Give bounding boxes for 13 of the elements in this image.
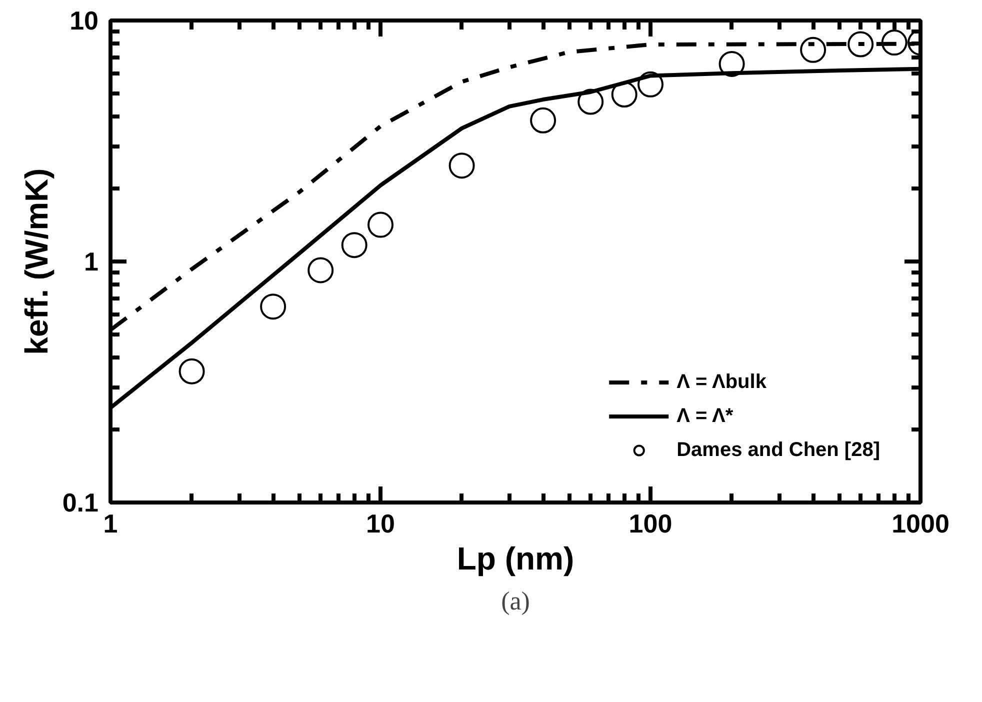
x-axis-title: Lp (nm) [456, 540, 574, 576]
y-tick-label: 0.1 [62, 488, 99, 518]
legend-label: Λ = Λ* [676, 404, 734, 428]
y-tick-label: 10 [70, 6, 98, 36]
legend-label: Dames and Chen [28] [676, 438, 880, 462]
text: (a) [501, 586, 530, 616]
x-tick-label: 1 [103, 508, 118, 538]
x-tick-label: 10 [366, 508, 395, 538]
legend-label: Λ = Λbulk [676, 370, 766, 394]
y-tick-label: 1 [84, 246, 99, 276]
x-tick-label: 100 [628, 508, 672, 538]
y-axis-title: keff. (W/mK) [18, 168, 54, 355]
x-tick-label: 1000 [892, 508, 950, 538]
